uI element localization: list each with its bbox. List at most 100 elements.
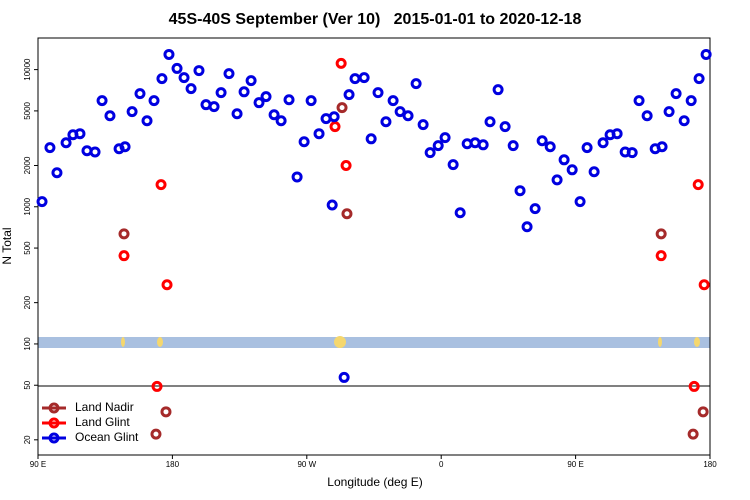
point <box>492 84 504 96</box>
legend-marker <box>48 402 60 414</box>
point <box>656 141 668 153</box>
point <box>626 147 638 159</box>
point <box>231 108 243 120</box>
point <box>178 72 190 84</box>
point <box>484 116 496 128</box>
y-tick-label: 50 <box>23 380 32 389</box>
point <box>670 88 682 100</box>
x-tick-label: 90 E <box>567 460 583 469</box>
point <box>185 83 197 95</box>
chart-title: 45S-40S September (Ver 10) 2015-01-01 to… <box>169 11 582 28</box>
point <box>208 101 220 113</box>
point <box>329 121 341 133</box>
point <box>156 73 168 85</box>
point <box>700 48 712 60</box>
point <box>335 57 347 69</box>
legend-marker <box>48 417 60 429</box>
y-tick-label: 2000 <box>23 156 32 174</box>
point <box>305 95 317 107</box>
point <box>51 167 63 179</box>
point <box>291 171 303 183</box>
point <box>163 48 175 60</box>
point <box>678 115 690 127</box>
point <box>477 139 489 151</box>
point <box>36 196 48 208</box>
point <box>588 166 600 178</box>
point <box>365 133 377 145</box>
point <box>641 110 653 122</box>
point <box>358 72 370 84</box>
point <box>44 142 56 154</box>
point <box>499 121 511 133</box>
point <box>283 94 295 106</box>
legend-label: Land Glint <box>75 415 130 429</box>
point <box>119 141 131 153</box>
point <box>160 406 172 418</box>
point <box>96 95 108 107</box>
point <box>514 185 526 197</box>
point <box>253 97 265 109</box>
point <box>151 380 163 392</box>
y-tick-label: 10000 <box>23 58 32 81</box>
point <box>447 159 459 171</box>
y-tick-label: 100 <box>23 337 32 351</box>
point <box>340 159 352 171</box>
point <box>693 73 705 85</box>
point <box>402 110 414 122</box>
point <box>581 142 593 154</box>
point <box>275 115 287 127</box>
point <box>687 428 699 440</box>
point <box>74 128 86 140</box>
point <box>341 208 353 220</box>
point <box>611 128 623 140</box>
point <box>328 111 340 123</box>
point <box>685 95 697 107</box>
legend-label: Land Nadir <box>75 400 134 414</box>
point <box>432 140 444 152</box>
point <box>439 132 451 144</box>
point <box>215 87 227 99</box>
x-tick-label: 180 <box>166 460 180 469</box>
point <box>536 135 548 147</box>
point <box>238 86 250 98</box>
point <box>410 78 422 90</box>
y-tick-label: 20 <box>23 435 32 444</box>
point <box>171 62 183 74</box>
point <box>574 196 586 208</box>
y-tick-label: 200 <box>23 295 32 309</box>
plot-frame <box>37 37 711 456</box>
point <box>141 115 153 127</box>
point <box>223 68 235 80</box>
point <box>417 119 429 131</box>
point <box>424 147 436 159</box>
point <box>349 73 361 85</box>
point <box>118 250 130 262</box>
point <box>394 106 406 118</box>
point <box>521 221 533 233</box>
point <box>655 250 667 262</box>
point <box>313 128 325 140</box>
x-tick-label: 180 <box>703 460 717 469</box>
point <box>134 88 146 100</box>
point <box>298 136 310 148</box>
point <box>697 406 709 418</box>
point <box>336 102 348 114</box>
y-tick-label: 5000 <box>23 101 32 119</box>
point <box>245 75 257 87</box>
point <box>260 91 272 103</box>
point <box>326 199 338 211</box>
point <box>507 140 519 152</box>
point <box>155 179 167 191</box>
legend-label: Ocean Glint <box>75 430 139 444</box>
point <box>343 89 355 101</box>
point <box>692 179 704 191</box>
point <box>150 428 162 440</box>
point <box>193 65 205 77</box>
point <box>89 146 101 158</box>
x-tick-label: 0 <box>439 460 444 469</box>
point <box>551 174 563 186</box>
point <box>688 380 700 392</box>
point <box>566 164 578 176</box>
point <box>104 110 116 122</box>
x-tick-label: 90 E <box>30 460 46 469</box>
